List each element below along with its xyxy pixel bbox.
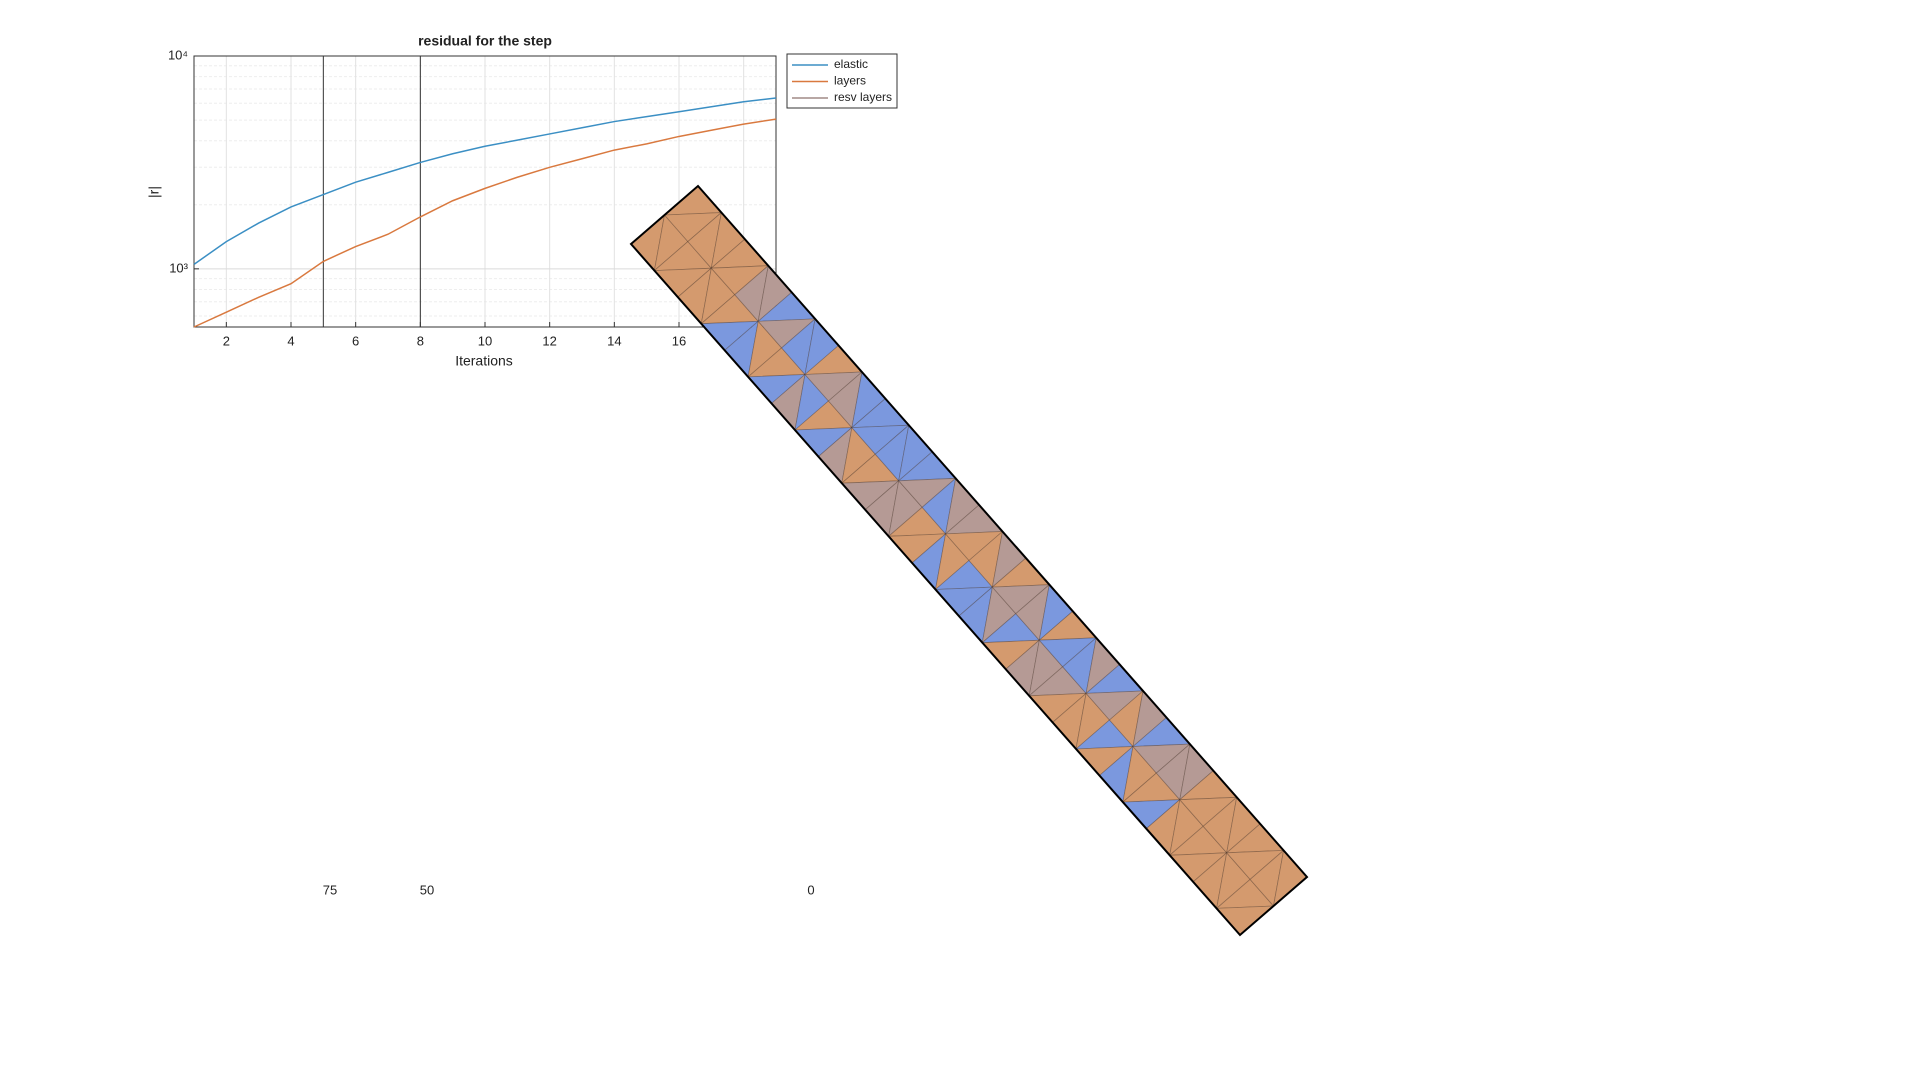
legend-box [786, 53, 898, 109]
legend-label: resv layers [834, 90, 892, 104]
x-tick-label: 2 [223, 333, 230, 348]
axes-box [193, 55, 777, 328]
mesh-element [827, 370, 863, 429]
chart-title: residual for the step [418, 33, 552, 49]
y-tick-label: 10⁴ [168, 47, 188, 62]
x-axis-label: Iterations [455, 353, 513, 369]
y-tick-label: 10³ [169, 260, 188, 275]
annotation: 75 [323, 882, 337, 897]
mesh-element [1028, 666, 1087, 697]
annotation: 0 [807, 882, 814, 897]
mesh [629, 184, 1309, 937]
legend-label: elastic [834, 57, 868, 71]
y-axis-label: |r| [146, 186, 162, 198]
x-tick-label: 16 [672, 333, 686, 348]
mesh-outline [629, 184, 1309, 937]
series-line [193, 97, 777, 265]
annotation: 50 [420, 882, 434, 897]
x-tick-label: 14 [607, 333, 621, 348]
x-tick-label: 6 [352, 333, 359, 348]
x-tick-label: 8 [417, 333, 424, 348]
mesh-element [687, 211, 722, 270]
x-tick-label: 4 [287, 333, 294, 348]
legend-label: layers [834, 74, 866, 88]
x-tick-label: 10 [478, 333, 492, 348]
x-tick-label: 12 [542, 333, 556, 348]
series-line [193, 118, 777, 328]
mesh-element [1062, 636, 1097, 695]
